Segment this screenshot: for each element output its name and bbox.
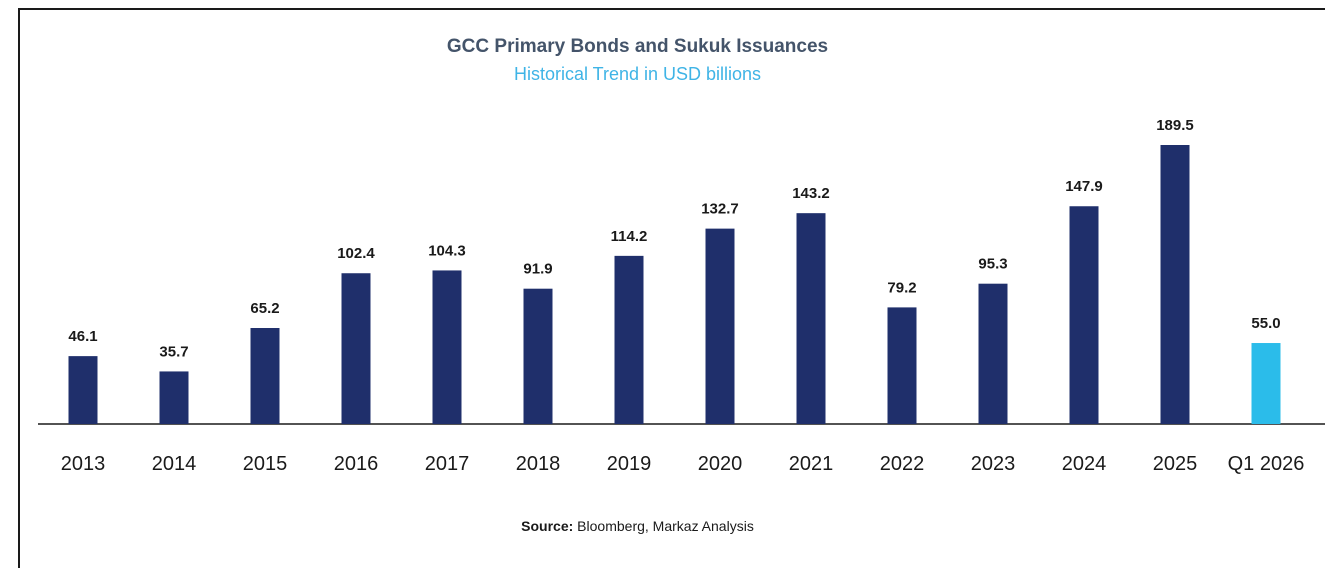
- x-tick-label: 2016: [334, 453, 379, 475]
- data-label: 35.7: [159, 343, 188, 360]
- data-label: 65.2: [250, 300, 279, 317]
- x-tick-label: 2018: [516, 453, 561, 475]
- bar-2019: [614, 255, 644, 424]
- data-label: 55.0: [1251, 315, 1280, 332]
- data-label: 102.4: [337, 245, 375, 262]
- bar-q1-2026: [1251, 343, 1281, 424]
- bar-2025: [1160, 145, 1190, 424]
- bar-2015: [250, 328, 280, 424]
- chart-subtitle: Historical Trend in USD billions: [513, 64, 762, 84]
- data-label: 132.7: [701, 201, 739, 218]
- data-label: 91.9: [523, 261, 552, 278]
- x-tick-label: 2020: [698, 453, 743, 475]
- bar-2022: [887, 307, 917, 424]
- bar-2014: [159, 371, 189, 424]
- chart-frame: [18, 8, 1325, 568]
- bar-2013: [68, 356, 98, 424]
- x-tick-label: 2017: [425, 453, 470, 475]
- bar-2023: [978, 283, 1008, 424]
- source-text: Bloomberg, Markaz Analysis: [573, 518, 754, 534]
- bar-2020: [705, 228, 735, 424]
- x-tick-label: 2025: [1153, 453, 1198, 475]
- x-tick-label: 2024: [1062, 453, 1107, 475]
- bar-2016: [341, 273, 371, 424]
- bar-2017: [432, 270, 462, 424]
- data-label: 147.9: [1065, 178, 1103, 195]
- x-tick-label: 2019: [607, 453, 652, 475]
- data-label: 189.5: [1156, 117, 1194, 134]
- x-tick-label: 2014: [152, 453, 197, 475]
- data-label: 104.3: [428, 242, 466, 259]
- data-label: 95.3: [978, 256, 1007, 273]
- data-label: 143.2: [792, 185, 830, 202]
- x-tick-label: 2015: [243, 453, 288, 475]
- data-label: 114.2: [611, 228, 648, 245]
- source-note: Source: Bloomberg, Markaz Analysis: [0, 518, 1275, 534]
- x-tick-label: Q1 2026: [1228, 453, 1305, 475]
- chart-title: GCC Primary Bonds and Sukuk Issuances: [446, 36, 829, 57]
- data-label: 79.2: [887, 279, 916, 296]
- data-label: 46.1: [68, 328, 97, 345]
- bar-chart: 46.1 2013 35.7 2014 65.2 2015 102.4 2016 104.3 20…: [38, 117, 1325, 475]
- x-tick-label: 2023: [971, 453, 1016, 475]
- bar-2018: [523, 288, 553, 424]
- x-tick-label: 2013: [61, 453, 106, 475]
- bar-2021: [796, 213, 826, 424]
- bar-2024: [1069, 206, 1099, 424]
- source-label: Source:: [521, 518, 574, 534]
- x-tick-label: 2021: [789, 453, 834, 475]
- x-tick-label: 2022: [880, 453, 925, 475]
